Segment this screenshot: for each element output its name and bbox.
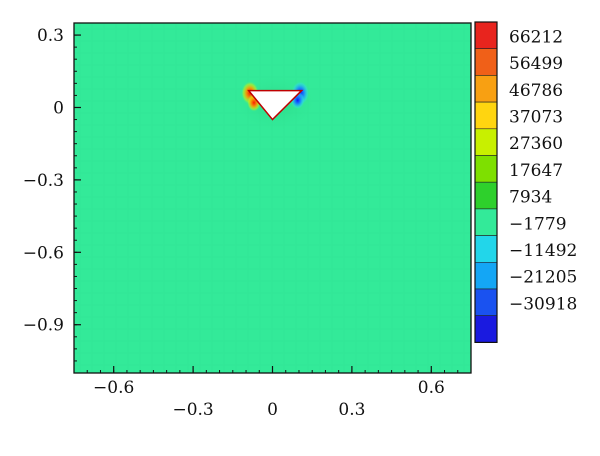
- colorbar-swatch: [474, 288, 498, 317]
- colorbar-label: 37073: [509, 107, 563, 127]
- x-axis: −0.6 0.6 −0.3 0 0.3: [73, 366, 472, 420]
- colorbar-swatch: [474, 181, 498, 210]
- x-tick-label: −0.3: [172, 400, 213, 420]
- colorbar-swatch: [474, 21, 498, 50]
- y-tick-label: 0: [53, 98, 64, 118]
- y-tick-label: −0.6: [23, 243, 64, 263]
- x-tick-label: −0.6: [93, 378, 134, 398]
- colorbar-swatch: [474, 155, 498, 183]
- y-tick-label: −0.9: [23, 316, 64, 336]
- colorbar-label: 27360: [509, 134, 563, 154]
- plot-area: [73, 22, 472, 374]
- y-tick-label: 0.3: [37, 26, 64, 46]
- y-tick-label: −0.3: [23, 171, 64, 191]
- colorbar-label: 66212: [509, 27, 563, 47]
- colorbar-swatch: [474, 101, 498, 130]
- colorbar-swatch: [474, 315, 498, 343]
- colorbar-label: −1779: [509, 214, 567, 234]
- colorbar-swatch: [474, 261, 498, 290]
- y-axis: 0.3 0 −0.3 −0.6 −0.9: [23, 22, 81, 374]
- colorbar: 66212 56499 46786 37073 27360 17647 7934 −1779 −…: [474, 21, 577, 343]
- colorbar-label: 17647: [509, 161, 563, 181]
- colorbar-label: −21205: [509, 268, 577, 288]
- colorbar-swatch: [474, 128, 498, 156]
- x-tick-label: 0.3: [338, 400, 365, 420]
- x-tick-label: 0: [267, 400, 278, 420]
- colorbar-label: 7934: [509, 188, 552, 208]
- colorbar-swatch: [474, 208, 498, 236]
- colorbar-swatch: [474, 48, 498, 76]
- colorbar-label: −11492: [509, 241, 577, 261]
- colorbar-swatch: [474, 235, 498, 263]
- obstacle-triangle: [247, 89, 304, 121]
- field-texture: [74, 23, 471, 373]
- colorbar-label: 56499: [509, 54, 563, 74]
- x-tick-label: 0.6: [418, 378, 445, 398]
- colorbar-frame: [474, 21, 498, 343]
- colorbar-label: 46786: [509, 81, 563, 101]
- colorbar-swatch: [474, 75, 498, 103]
- colorbar-label: −30918: [509, 294, 577, 314]
